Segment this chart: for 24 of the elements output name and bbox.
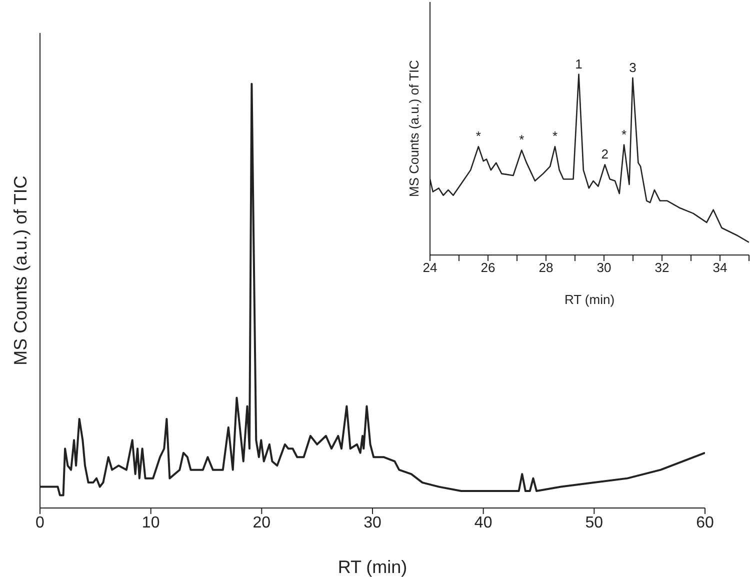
x-tick-label: 26 xyxy=(480,260,496,276)
x-tick-label: 30 xyxy=(596,260,612,276)
annotation: 3 xyxy=(629,60,636,75)
x-tick-label: 40 xyxy=(474,514,492,532)
annotation: * xyxy=(476,128,481,144)
y-axis-title: MS Counts (a.u.) of TIC xyxy=(406,60,422,198)
annotation: * xyxy=(519,132,524,148)
x-tick-label: 60 xyxy=(696,514,714,532)
x-tick-label: 10 xyxy=(142,514,160,532)
x-axis-title: RT (min) xyxy=(564,292,615,307)
x-tick-label: 50 xyxy=(585,514,604,532)
x-tick-label: 0 xyxy=(36,514,45,532)
y-axis-title: MS Counts (a.u.) of TIC xyxy=(10,176,30,366)
annotation: 1 xyxy=(575,56,582,72)
x-tick-label: 24 xyxy=(422,260,438,276)
x-tick-label: 20 xyxy=(252,514,271,532)
x-tick-label: 30 xyxy=(364,514,382,532)
x-tick-label: 28 xyxy=(538,260,554,276)
annotation: * xyxy=(552,128,558,144)
annotation: * xyxy=(621,126,627,142)
x-tick-label: 34 xyxy=(712,260,728,276)
x-tick-label: 32 xyxy=(654,260,670,276)
x-axis-title: RT (min) xyxy=(338,557,408,577)
annotation: 2 xyxy=(601,146,608,162)
